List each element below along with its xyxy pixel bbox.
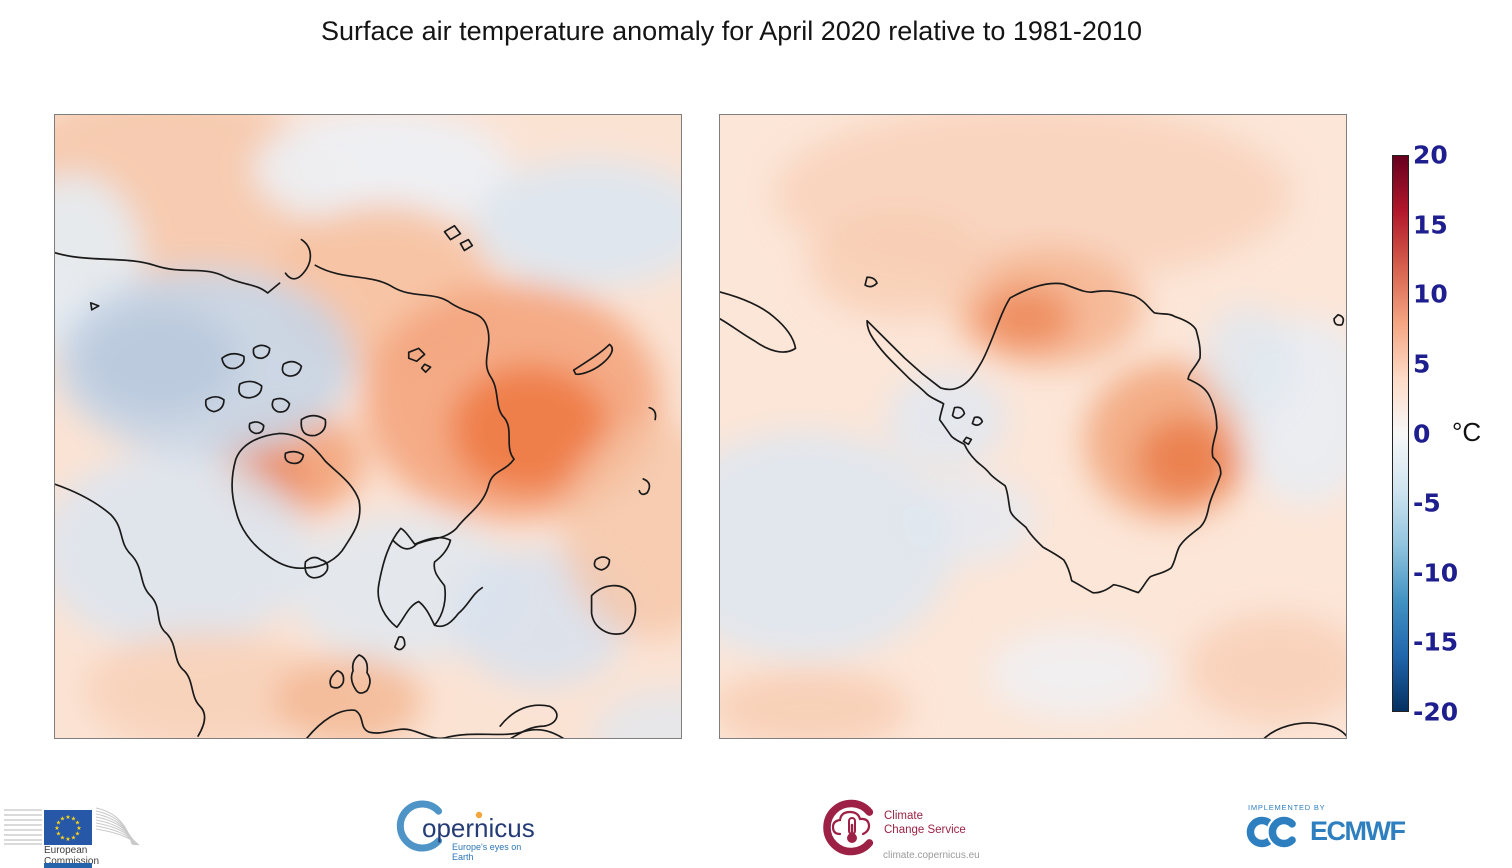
antarctic-map-panel: [719, 114, 1347, 739]
colorbar-tick-label: -5: [1413, 488, 1441, 518]
ec-wordmark: European Commission: [44, 845, 99, 867]
svg-text:★: ★: [76, 825, 81, 832]
colorbar-tick-label: 0: [1413, 419, 1431, 448]
copernicus-tagline: Europe's eyes on Earth: [452, 842, 522, 862]
arctic-anomaly-field: [55, 115, 681, 738]
arctic-coastlines: [55, 224, 657, 738]
colorbar-tick-label: -10: [1413, 558, 1459, 588]
svg-text:★: ★: [54, 825, 59, 832]
antarctic-anomaly-field: [720, 115, 1346, 738]
antarctic-map-graphic: [720, 115, 1346, 738]
copernicus-crescent-icon: [396, 800, 483, 852]
ec-underline-bar: [44, 863, 92, 868]
svg-text:★: ★: [56, 820, 61, 827]
colorbar-tick-label: -15: [1413, 627, 1459, 657]
cloud-icon: [831, 810, 871, 836]
svg-text:★: ★: [65, 814, 70, 821]
ec-swoosh-lines-icon: [95, 807, 140, 846]
arctic-map-panel: [54, 114, 682, 739]
svg-text:★: ★: [71, 816, 76, 823]
svg-text:★: ★: [75, 831, 80, 838]
svg-text:★: ★: [71, 835, 76, 842]
colorbar-tick-label: 5: [1413, 349, 1431, 379]
copernicus-logo: opernicus Europe's eyes on Earth: [395, 796, 545, 862]
ecmwf-wordmark: ECMWF: [1310, 816, 1406, 846]
c3s-wordmark-line1: Climate: [884, 810, 923, 822]
ec-wordmark-line1: European: [44, 845, 88, 856]
svg-text:★: ★: [60, 816, 65, 823]
ec-left-lines-icon: [4, 809, 42, 845]
colorbar-gradient: [1392, 155, 1409, 712]
c3s-crescent-icon: [823, 799, 874, 856]
c3s-url: climate.copernicus.eu: [883, 850, 980, 861]
eu-flag-icon: ★ ★★ ★★★ ★★★ ★★★: [4, 807, 140, 846]
svg-text:★: ★: [75, 820, 80, 827]
svg-text:★: ★: [60, 835, 65, 842]
colorbar-tick-label: 15: [1413, 210, 1448, 240]
colorbar-tick-label: -20: [1413, 697, 1459, 727]
antarctic-coastlines: [720, 276, 1346, 738]
svg-text:★: ★: [56, 831, 61, 838]
eu-stars: ★ ★★ ★★★ ★★★ ★★★: [54, 814, 81, 843]
climate-change-service-logo: Climate Change Service climate.copernicu…: [820, 794, 990, 866]
copernicus-wordmark: opernicus: [422, 813, 535, 843]
c3s-wordmark-line2: Change Service: [884, 824, 966, 836]
colorbar-unit-label: °C: [1452, 417, 1482, 447]
colorbar-tick-label: 20: [1413, 140, 1448, 170]
ecmwf-kicker: IMPLEMENTED BY: [1248, 803, 1326, 812]
thermometer-icon: [847, 817, 857, 843]
ecmwf-logo: IMPLEMENTED BY ECMWF: [1244, 800, 1409, 856]
european-commission-logo: ★ ★ ★ ★ ★ ★ ★ ★ ★ ★ ★ ★ European Commission: [2, 788, 177, 868]
copernicus-satellite-dot-icon: [475, 811, 483, 819]
figure-title: Surface air temperature anomaly for Apri…: [321, 16, 1142, 46]
svg-text:★: ★: [65, 836, 70, 843]
ecmwf-logo-icon: [1246, 814, 1299, 850]
arctic-map-graphic: [55, 115, 681, 738]
colorbar-tick-label: 10: [1413, 279, 1448, 309]
ec-wordmark-line2: Commission: [44, 856, 100, 867]
